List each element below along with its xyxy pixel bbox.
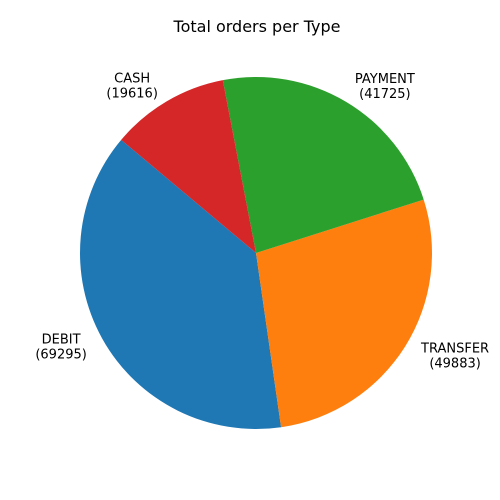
- slice-label-payment: PAYMENT (41725): [355, 72, 415, 102]
- pie-slice-payment: [222, 76, 424, 253]
- slice-label-cash: CASH (19616): [106, 72, 158, 102]
- pie-slice-transfer: [256, 199, 433, 428]
- slice-category-label: DEBIT: [42, 333, 81, 348]
- slice-label-debit: DEBIT (69295): [35, 333, 87, 363]
- slice-value-label: (19616): [106, 87, 158, 102]
- pie-slice-cash: [121, 80, 257, 253]
- pie-labels: DEBIT (69295) TRANSFER (49883) PAYMENT (41725…: [35, 72, 489, 372]
- slice-label-transfer: TRANSFER (49883): [420, 341, 489, 371]
- pie-slices: [80, 76, 433, 429]
- slice-value-label: (41725): [359, 87, 411, 102]
- slice-category-label: TRANSFER: [420, 341, 489, 356]
- slice-value-label: (69295): [35, 348, 87, 363]
- pie-slice-debit: [80, 139, 282, 429]
- chart-title: Total orders per Type: [173, 17, 341, 36]
- slice-value-label: (49883): [429, 356, 481, 371]
- slice-category-label: CASH: [114, 72, 150, 87]
- slice-category-label: PAYMENT: [355, 72, 415, 87]
